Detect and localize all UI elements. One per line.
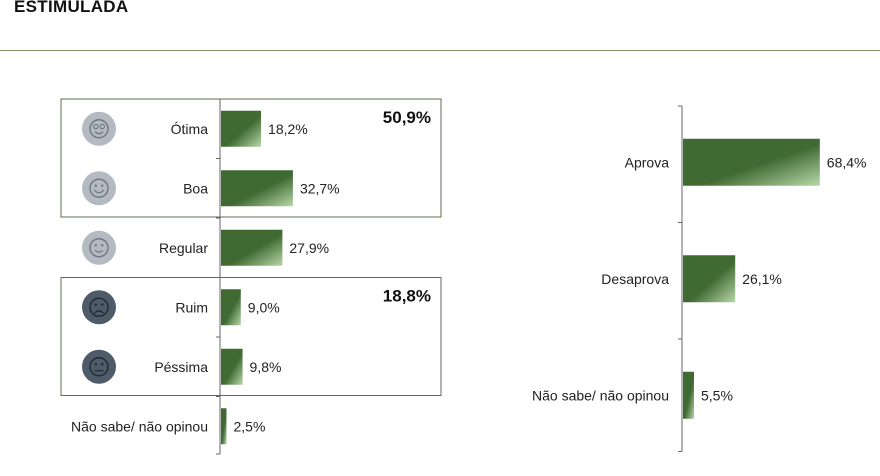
- page-title: ESTIMULADA: [14, 0, 129, 16]
- bar-otima: [221, 110, 262, 147]
- value-label: 68,4%: [827, 154, 867, 170]
- category-label: Ruim: [175, 299, 208, 315]
- header-divider: [0, 50, 880, 51]
- face-mouth: [94, 250, 104, 253]
- face-eye: [94, 184, 98, 187]
- face-background: [82, 230, 116, 265]
- value-label: 32,7%: [300, 180, 340, 196]
- value-label: 18,2%: [268, 121, 308, 137]
- face-eye: [101, 303, 104, 306]
- face-outline: [89, 238, 109, 258]
- face-mouth: [94, 131, 104, 135]
- bar-aprova: [683, 138, 820, 186]
- category-label: Boa: [183, 180, 208, 196]
- slight-smile-face-icon: [82, 230, 116, 265]
- bar-regular: [221, 229, 283, 266]
- value-label: 5,5%: [701, 387, 733, 403]
- face-eye: [94, 244, 98, 247]
- category-label: Regular: [159, 240, 208, 256]
- bar-nao-sabe-nao-opinou: [683, 371, 694, 419]
- face-background: [82, 171, 116, 206]
- frowning-face-icon: [82, 290, 116, 325]
- value-label: 27,9%: [289, 240, 329, 256]
- face-mouth: [94, 310, 104, 314]
- smiling-face-icon: [82, 171, 116, 206]
- face-eye: [94, 363, 98, 366]
- neutral-face-icon: [82, 349, 116, 384]
- bar-boa: [221, 170, 293, 207]
- face-outline: [89, 178, 109, 198]
- face-eye: [101, 363, 104, 366]
- face-eye: [93, 123, 99, 130]
- approve-disapprove-chart: Aprova 68,4% Desaprova 26,1% Não sabe/ não o…: [532, 105, 867, 452]
- group-total-label: 18,8%: [383, 287, 431, 306]
- value-label: 9,8%: [250, 359, 282, 375]
- group-box: [60, 277, 442, 396]
- category-label: Péssima: [154, 359, 208, 375]
- category-label: Ótima: [171, 121, 209, 137]
- value-label: 9,0%: [248, 299, 280, 315]
- face-outline: [89, 119, 109, 139]
- face-eye: [94, 303, 98, 306]
- category-label: Não sabe/ não opinou: [532, 387, 669, 403]
- category-label: Desaprova: [601, 271, 669, 287]
- category-label: Aprova: [625, 154, 670, 170]
- face-background: [82, 111, 116, 146]
- star-eyes-face-icon: [82, 111, 116, 146]
- face-eye: [99, 123, 105, 130]
- group-total-label: 50,9%: [383, 108, 431, 127]
- bar-desaprova: [683, 255, 736, 303]
- face-outline: [89, 297, 109, 317]
- category-label: Não sabe/ não opinou: [71, 418, 208, 434]
- face-eye: [101, 244, 104, 247]
- bar-ruim: [221, 289, 241, 326]
- value-label: 26,1%: [742, 271, 782, 287]
- group-box: [60, 98, 442, 218]
- bar-pessima: [221, 348, 243, 385]
- face-background: [82, 290, 116, 325]
- face-outline: [89, 357, 109, 377]
- face-eye: [101, 184, 104, 187]
- approval-rating-chart: 50,9% 18,8% Ótima 18,2% Boa 32,7% Regular 27,9%…: [60, 98, 442, 455]
- face-mouth: [93, 189, 105, 194]
- bar-nao-sabe-nao-opinou: [221, 408, 227, 445]
- value-label: 2,5%: [234, 418, 266, 434]
- face-background: [82, 349, 116, 384]
